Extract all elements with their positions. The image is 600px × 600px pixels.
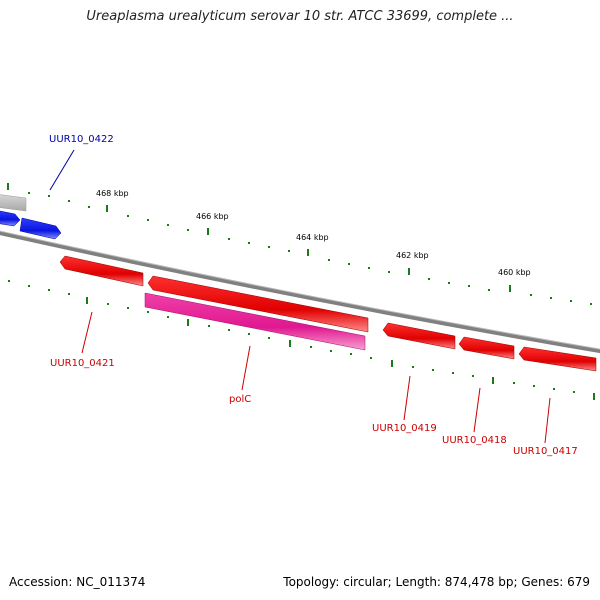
label-leaders [49,149,551,444]
genome-backbone-highlight [0,230,600,350]
outer-tick-ruler [7,183,592,305]
map-title: Ureaplasma urealyticum serovar 10 str. A… [86,9,514,24]
gene-labels: UUR10_0422 UUR10_0421 polC UUR10_0419 UU… [49,134,578,457]
gene-label-UUR10_0422[interactable]: UUR10_0422 [49,134,114,145]
gene-UUR10_0421-arrow[interactable] [59,255,144,287]
gene-UUR10_0417-arrow[interactable] [518,346,597,372]
inner-tick-ruler [8,280,595,400]
tick-label: 466 kbp [196,212,229,221]
tick-labels: 468 kbp 466 kbp 464 kbp 462 kbp 460 kbp [96,189,531,277]
leader-UUR10_0422 [49,149,75,191]
gene-polC-arrow[interactable] [147,275,369,333]
tick-label: 468 kbp [96,189,129,198]
gene-UUR10_0418-arrow[interactable] [458,336,515,360]
gene-label-polC[interactable]: polC [229,394,251,405]
tick-label: 460 kbp [498,268,531,277]
leader-UUR10_0419 [403,375,411,421]
genome-backbone [0,231,600,354]
partial-gene-arrow[interactable] [0,194,27,212]
gene-UUR10_0422-arrow[interactable] [19,217,62,240]
gene-UUR10_0419-arrow[interactable] [382,322,456,350]
leader-UUR10_0417 [544,397,551,444]
gene-polC-rna-arrow[interactable] [144,292,366,351]
tick-label: 462 kbp [396,251,429,260]
leader-UUR10_0421 [81,311,93,354]
leader-polC [241,345,251,391]
tick-label: 464 kbp [296,233,329,242]
gene-label-UUR10_0421[interactable]: UUR10_0421 [50,358,115,369]
gene-label-UUR10_0417[interactable]: UUR10_0417 [513,446,578,457]
leader-UUR10_0418 [473,387,481,433]
accession-text: Accession: NC_011374 [9,575,146,589]
forward-gene-arrow[interactable] [0,210,21,227]
gene-label-UUR10_0418[interactable]: UUR10_0418 [442,435,507,446]
gene-label-UUR10_0419[interactable]: UUR10_0419 [372,423,437,434]
genome-summary-text: Topology: circular; Length: 874,478 bp; … [283,575,590,589]
